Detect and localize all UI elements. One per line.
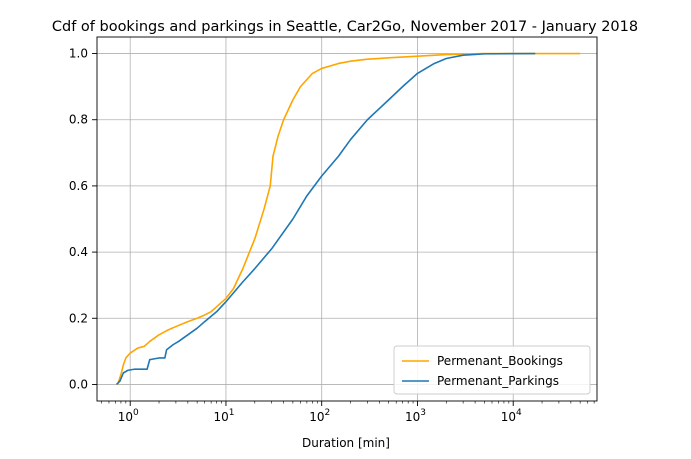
x-tick-label: 104 (501, 408, 522, 424)
x-axis-title: Duration [min] (302, 436, 390, 450)
x-tick-base: 10 (501, 410, 516, 424)
y-tick-label: 0.0 (69, 377, 88, 391)
y-axis-ticks: 0.0 0.2 0.4 0.6 0.8 1.0 (69, 47, 97, 391)
x-tick-label: 102 (309, 408, 330, 424)
x-tick-base: 10 (213, 410, 228, 424)
chart-title: Cdf of bookings and parkings in Seattle,… (52, 19, 638, 35)
x-tick-base: 10 (309, 410, 324, 424)
x-tick-label: 101 (213, 408, 234, 424)
y-tick-label: 1.0 (69, 47, 88, 61)
x-tick-exponent: 4 (516, 408, 522, 418)
x-tick-base: 10 (405, 410, 420, 424)
y-tick-label: 0.4 (69, 245, 88, 259)
x-tick-label: 103 (405, 408, 426, 424)
series-line-permenant-parkings (115, 52, 536, 386)
x-axis-ticks: 100 101 102 103 104 (101, 401, 595, 424)
y-tick-label: 0.8 (69, 113, 88, 127)
series-line-permenant-bookings (116, 52, 581, 385)
x-tick-exponent: 1 (229, 408, 235, 418)
x-tick-label: 100 (118, 408, 139, 424)
x-tick-exponent: 0 (133, 408, 139, 418)
y-tick-label: 0.6 (69, 179, 88, 193)
x-tick-exponent: 3 (420, 408, 426, 418)
x-tick-base: 10 (118, 410, 133, 424)
y-tick-label: 0.2 (69, 311, 88, 325)
plot-frame (96, 36, 598, 402)
grid (97, 37, 597, 401)
legend-label: Permenant_Parkings (437, 374, 559, 388)
legend: Permenant_Bookings Permenant_Parkings (393, 345, 591, 395)
legend-box (393, 345, 591, 395)
x-tick-exponent: 2 (324, 408, 330, 418)
legend-label: Permenant_Bookings (437, 354, 563, 368)
series-lines (115, 52, 581, 386)
